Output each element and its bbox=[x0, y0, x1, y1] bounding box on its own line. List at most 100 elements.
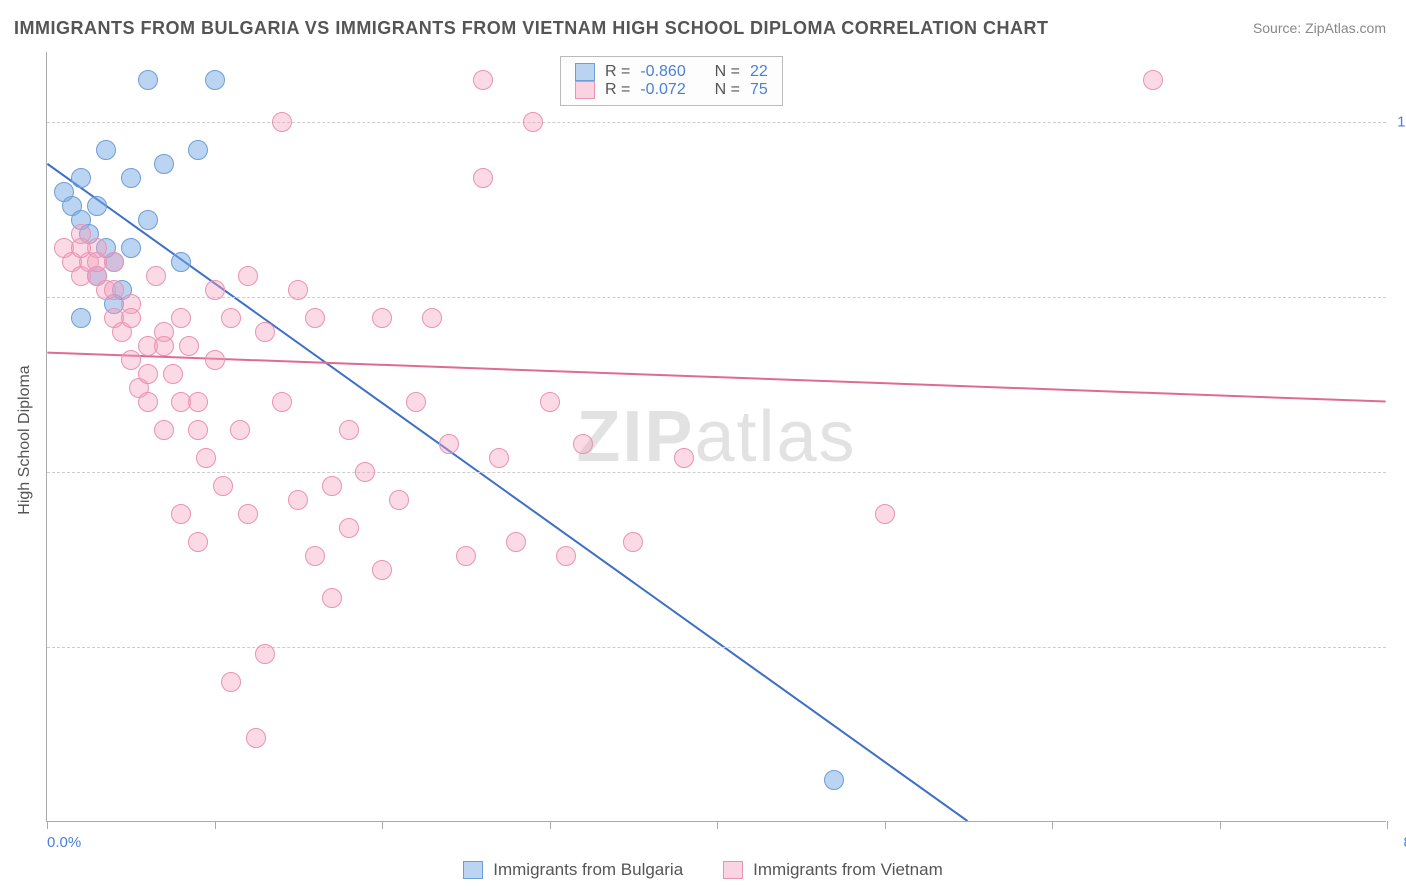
data-point-vietnam bbox=[146, 266, 166, 286]
x-min-label: 0.0% bbox=[47, 834, 81, 851]
swatch-icon bbox=[575, 63, 595, 81]
chart-container: IMMIGRANTS FROM BULGARIA VS IMMIGRANTS F… bbox=[0, 0, 1406, 892]
data-point-vietnam bbox=[87, 252, 107, 272]
data-point-bulgaria bbox=[121, 238, 141, 258]
data-point-vietnam bbox=[439, 434, 459, 454]
n-label: N = bbox=[715, 63, 740, 81]
data-point-vietnam bbox=[875, 504, 895, 524]
gridline bbox=[47, 122, 1386, 123]
watermark-atlas: atlas bbox=[694, 397, 856, 477]
data-point-vietnam bbox=[272, 392, 292, 412]
data-point-vietnam bbox=[339, 420, 359, 440]
data-point-vietnam bbox=[71, 238, 91, 258]
data-point-vietnam bbox=[230, 420, 250, 440]
data-point-bulgaria bbox=[188, 140, 208, 160]
x-tick bbox=[215, 821, 216, 829]
watermark: ZIPatlas bbox=[576, 396, 856, 478]
source-label: Source: ZipAtlas.com bbox=[1253, 20, 1386, 36]
x-tick bbox=[1387, 821, 1388, 829]
legend-label-vietnam: Immigrants from Vietnam bbox=[753, 860, 943, 880]
n-value: 22 bbox=[750, 63, 768, 81]
source-prefix: Source: bbox=[1253, 20, 1305, 36]
data-point-vietnam bbox=[489, 448, 509, 468]
x-tick bbox=[382, 821, 383, 829]
data-point-vietnam bbox=[205, 350, 225, 370]
gridline bbox=[47, 297, 1386, 298]
data-point-vietnam bbox=[154, 336, 174, 356]
data-point-vietnam bbox=[255, 322, 275, 342]
y-axis-label: High School Diploma bbox=[16, 365, 34, 514]
data-point-vietnam bbox=[389, 490, 409, 510]
data-point-vietnam bbox=[473, 70, 493, 90]
data-point-vietnam bbox=[372, 308, 392, 328]
x-tick bbox=[47, 821, 48, 829]
data-point-bulgaria bbox=[154, 154, 174, 174]
plot-area: ZIPatlas 62.5%75.0%87.5%100.0%0.0%80.0% bbox=[46, 52, 1386, 822]
data-point-vietnam bbox=[179, 336, 199, 356]
data-point-bulgaria bbox=[121, 168, 141, 188]
data-point-vietnam bbox=[288, 280, 308, 300]
x-tick bbox=[1220, 821, 1221, 829]
data-point-vietnam bbox=[238, 266, 258, 286]
data-point-vietnam bbox=[322, 476, 342, 496]
legend-label-bulgaria: Immigrants from Bulgaria bbox=[493, 860, 683, 880]
data-point-vietnam bbox=[121, 350, 141, 370]
data-point-vietnam bbox=[523, 112, 543, 132]
data-point-vietnam bbox=[121, 308, 141, 328]
data-point-vietnam bbox=[1143, 70, 1163, 90]
data-point-vietnam bbox=[456, 546, 476, 566]
data-point-vietnam bbox=[506, 532, 526, 552]
data-point-bulgaria bbox=[171, 252, 191, 272]
legend-stat-vietnam: R = -0.072 N = 75 bbox=[575, 81, 768, 99]
gridline bbox=[47, 647, 1386, 648]
data-point-vietnam bbox=[339, 518, 359, 538]
gridline bbox=[47, 472, 1386, 473]
data-point-vietnam bbox=[272, 112, 292, 132]
data-point-bulgaria bbox=[87, 196, 107, 216]
data-point-vietnam bbox=[246, 728, 266, 748]
data-point-bulgaria bbox=[138, 70, 158, 90]
data-point-vietnam bbox=[171, 308, 191, 328]
data-point-vietnam bbox=[138, 364, 158, 384]
data-point-vietnam bbox=[540, 392, 560, 412]
data-point-vietnam bbox=[188, 532, 208, 552]
data-point-bulgaria bbox=[138, 210, 158, 230]
x-tick bbox=[885, 821, 886, 829]
data-point-vietnam bbox=[322, 588, 342, 608]
data-point-vietnam bbox=[623, 532, 643, 552]
data-point-vietnam bbox=[163, 364, 183, 384]
swatch-blue-icon bbox=[463, 861, 483, 879]
trend-lines-layer bbox=[47, 52, 1386, 821]
x-tick bbox=[1052, 821, 1053, 829]
data-point-vietnam bbox=[171, 392, 191, 412]
data-point-bulgaria bbox=[96, 140, 116, 160]
data-point-vietnam bbox=[305, 308, 325, 328]
r-value: -0.860 bbox=[640, 63, 685, 81]
data-point-vietnam bbox=[288, 490, 308, 510]
r-label: R = bbox=[605, 63, 630, 81]
data-point-vietnam bbox=[104, 280, 124, 300]
data-point-vietnam bbox=[138, 392, 158, 412]
data-point-vietnam bbox=[473, 168, 493, 188]
data-point-vietnam bbox=[221, 308, 241, 328]
data-point-vietnam bbox=[238, 504, 258, 524]
data-point-vietnam bbox=[213, 476, 233, 496]
data-point-vietnam bbox=[305, 546, 325, 566]
legend-item-bulgaria: Immigrants from Bulgaria bbox=[463, 860, 683, 880]
data-point-vietnam bbox=[406, 392, 426, 412]
r-label: R = bbox=[605, 81, 630, 99]
data-point-vietnam bbox=[556, 546, 576, 566]
data-point-bulgaria bbox=[205, 70, 225, 90]
data-point-bulgaria bbox=[71, 308, 91, 328]
x-tick bbox=[550, 821, 551, 829]
data-point-vietnam bbox=[188, 420, 208, 440]
chart-title: IMMIGRANTS FROM BULGARIA VS IMMIGRANTS F… bbox=[14, 18, 1048, 39]
n-value: 75 bbox=[750, 81, 768, 99]
n-label: N = bbox=[715, 81, 740, 99]
r-value: -0.072 bbox=[640, 81, 685, 99]
series-legend: Immigrants from Bulgaria Immigrants from… bbox=[0, 860, 1406, 880]
legend-item-vietnam: Immigrants from Vietnam bbox=[723, 860, 943, 880]
data-point-vietnam bbox=[171, 504, 191, 524]
trendline-vietnam bbox=[47, 353, 1385, 402]
data-point-vietnam bbox=[196, 448, 216, 468]
